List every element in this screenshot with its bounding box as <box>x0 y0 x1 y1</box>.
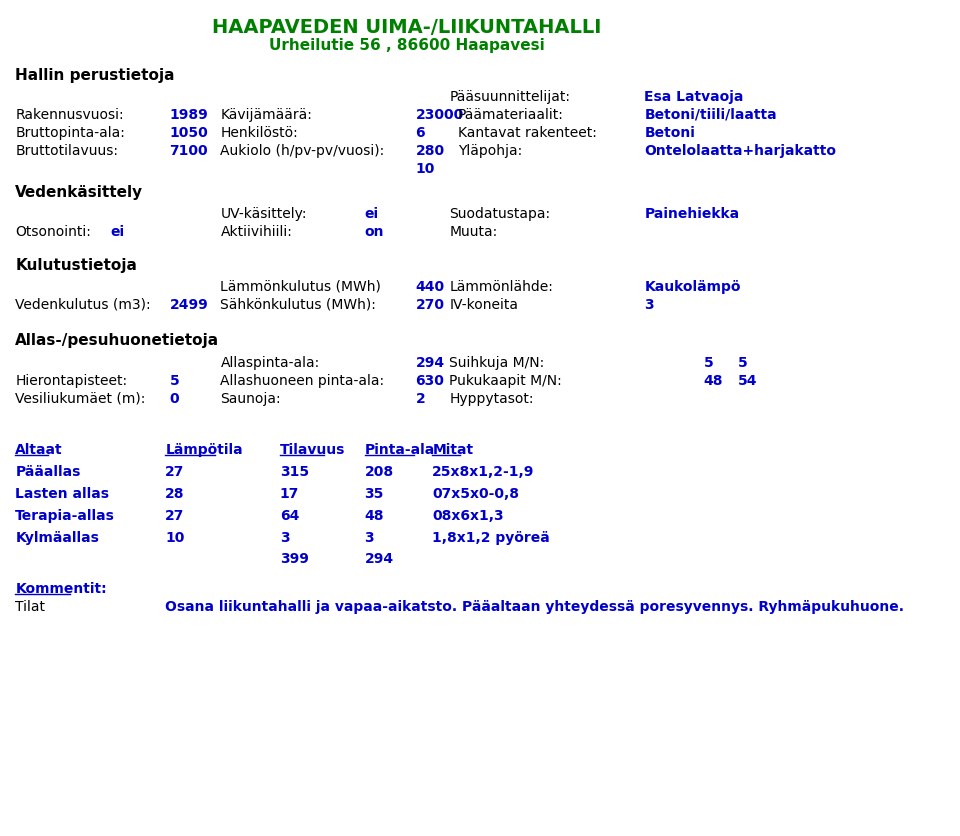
Text: Otsonointi:: Otsonointi: <box>15 225 91 239</box>
Text: 3: 3 <box>279 530 289 544</box>
Text: 6: 6 <box>416 126 425 140</box>
Text: 54: 54 <box>737 374 757 388</box>
Text: Altaat: Altaat <box>15 442 63 456</box>
Text: 28: 28 <box>165 487 185 501</box>
Text: 48: 48 <box>704 374 723 388</box>
Text: UV-käsittely:: UV-käsittely: <box>221 206 307 221</box>
Text: Yläpohja:: Yläpohja: <box>458 144 522 158</box>
Text: Päämateriaalit:: Päämateriaalit: <box>458 108 564 122</box>
Text: Kulutustietoja: Kulutustietoja <box>15 257 137 273</box>
Text: Saunoja:: Saunoja: <box>221 391 281 405</box>
Text: Urheilutie 56 , 86600 Haapavesi: Urheilutie 56 , 86600 Haapavesi <box>269 38 545 53</box>
Text: Hierontapisteet:: Hierontapisteet: <box>15 374 128 388</box>
Text: 1,8x1,2 pyöreä: 1,8x1,2 pyöreä <box>432 530 550 544</box>
Text: Bruttotilavuus:: Bruttotilavuus: <box>15 144 118 158</box>
Text: 280: 280 <box>416 144 444 158</box>
Text: Ontelolaatta+harjakatto: Ontelolaatta+harjakatto <box>644 144 836 158</box>
Text: 3: 3 <box>644 298 654 312</box>
Text: 5: 5 <box>737 355 747 370</box>
Text: 10: 10 <box>165 530 184 544</box>
Text: Rakennusvuosi:: Rakennusvuosi: <box>15 108 124 122</box>
Text: Painehiekka: Painehiekka <box>644 206 739 221</box>
Text: IV-koneita: IV-koneita <box>449 298 518 312</box>
Text: ei: ei <box>365 206 378 221</box>
Text: Kantavat rakenteet:: Kantavat rakenteet: <box>458 126 597 140</box>
Text: Suihkuja M/N:: Suihkuja M/N: <box>449 355 544 370</box>
Text: 7100: 7100 <box>170 144 208 158</box>
Text: 208: 208 <box>365 465 394 478</box>
Text: on: on <box>365 225 384 239</box>
Text: Mitat: Mitat <box>432 442 473 456</box>
Text: Vesiliukumäet (m):: Vesiliukumäet (m): <box>15 391 146 405</box>
Text: Vedenkulutus (m3):: Vedenkulutus (m3): <box>15 298 151 312</box>
Text: Hallin perustietoja: Hallin perustietoja <box>15 68 175 83</box>
Text: ei: ei <box>110 225 125 239</box>
Text: Suodatustapa:: Suodatustapa: <box>449 206 550 221</box>
Text: Kaukolämpö: Kaukolämpö <box>644 280 741 293</box>
Text: Pääsuunnittelijat:: Pääsuunnittelijat: <box>449 90 570 104</box>
Text: Lämmönlähde:: Lämmönlähde: <box>449 280 553 293</box>
Text: HAAPAVEDEN UIMA-/LIIKUNTAHALLI: HAAPAVEDEN UIMA-/LIIKUNTAHALLI <box>212 18 602 37</box>
Text: 3: 3 <box>365 530 374 544</box>
Text: 5: 5 <box>170 374 180 388</box>
Text: Aukiolo (h/pv-pv/vuosi):: Aukiolo (h/pv-pv/vuosi): <box>221 144 385 158</box>
Text: 64: 64 <box>279 508 300 522</box>
Text: 440: 440 <box>416 280 444 293</box>
Text: Allashuoneen pinta-ala:: Allashuoneen pinta-ala: <box>221 374 385 388</box>
Text: 23000: 23000 <box>416 108 464 122</box>
Text: Betoni: Betoni <box>644 126 695 140</box>
Text: Aktiivihiili:: Aktiivihiili: <box>221 225 292 239</box>
Text: Pukukaapit M/N:: Pukukaapit M/N: <box>449 374 562 388</box>
Text: 35: 35 <box>365 487 384 501</box>
Text: 399: 399 <box>279 551 309 565</box>
Text: Pinta-ala: Pinta-ala <box>365 442 435 456</box>
Text: 2: 2 <box>416 391 425 405</box>
Text: 630: 630 <box>416 374 444 388</box>
Text: Pääallas: Pääallas <box>15 465 81 478</box>
Text: Betoni/tiili/laatta: Betoni/tiili/laatta <box>644 108 777 122</box>
Text: Allaspinta-ala:: Allaspinta-ala: <box>221 355 320 370</box>
Text: Kävijämäärä:: Kävijämäärä: <box>221 108 312 122</box>
Text: Tilavuus: Tilavuus <box>279 442 346 456</box>
Text: Terapia-allas: Terapia-allas <box>15 508 115 522</box>
Text: 27: 27 <box>165 508 184 522</box>
Text: Esa Latvaoja: Esa Latvaoja <box>644 90 744 104</box>
Text: 17: 17 <box>279 487 300 501</box>
Text: Lämpötila: Lämpötila <box>165 442 243 456</box>
Text: Vedenkäsittely: Vedenkäsittely <box>15 185 143 200</box>
Text: 270: 270 <box>416 298 444 312</box>
Text: 27: 27 <box>165 465 184 478</box>
Text: Hyppytasot:: Hyppytasot: <box>449 391 534 405</box>
Text: Tilat: Tilat <box>15 599 45 614</box>
Text: 08x6x1,3: 08x6x1,3 <box>432 508 504 522</box>
Text: Lasten allas: Lasten allas <box>15 487 109 501</box>
Text: Allas-/pesuhuonetietoja: Allas-/pesuhuonetietoja <box>15 333 220 348</box>
Text: 315: 315 <box>279 465 309 478</box>
Text: 0: 0 <box>170 391 180 405</box>
Text: Kylmäallas: Kylmäallas <box>15 530 99 544</box>
Text: Osana liikuntahalli ja vapaa-aikatsto. Pääaltaan yhteydessä poresyvennys. Ryhmäp: Osana liikuntahalli ja vapaa-aikatsto. P… <box>165 599 904 614</box>
Text: Sähkönkulutus (MWh):: Sähkönkulutus (MWh): <box>221 298 376 312</box>
Text: 25x8x1,2-1,9: 25x8x1,2-1,9 <box>432 465 535 478</box>
Text: Lämmönkulutus (MWh): Lämmönkulutus (MWh) <box>221 280 381 293</box>
Text: 5: 5 <box>704 355 713 370</box>
Text: Muuta:: Muuta: <box>449 225 497 239</box>
Text: 294: 294 <box>416 355 444 370</box>
Text: 294: 294 <box>365 551 394 565</box>
Text: Henkilöstö:: Henkilöstö: <box>221 126 299 140</box>
Text: 48: 48 <box>365 508 384 522</box>
Text: 2499: 2499 <box>170 298 208 312</box>
Text: 1050: 1050 <box>170 126 208 140</box>
Text: Kommentit:: Kommentit: <box>15 581 107 595</box>
Text: 10: 10 <box>416 162 435 176</box>
Text: Bruttopinta-ala:: Bruttopinta-ala: <box>15 126 125 140</box>
Text: 07x5x0-0,8: 07x5x0-0,8 <box>432 487 519 501</box>
Text: 1989: 1989 <box>170 108 208 122</box>
